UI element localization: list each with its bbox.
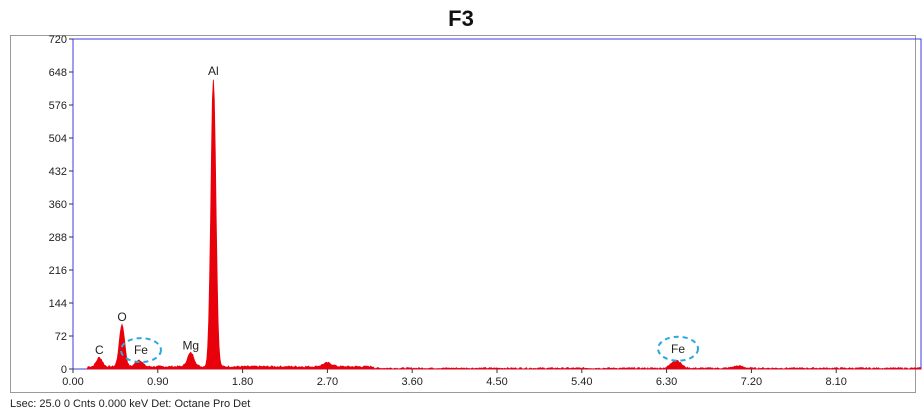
fe-highlight-circle [657, 335, 700, 362]
y-tick-label: 576 [49, 100, 67, 112]
spectrum-chart: 0 72 144 216 288 360 432 504 576 648 720 0.00 0.90 1.… [49, 34, 922, 388]
peak-label-o: O [117, 310, 126, 324]
spectrum-series [86, 79, 922, 370]
x-tick-label: 4.50 [486, 376, 507, 388]
peak-label-fe: Fe [671, 342, 685, 356]
y-tick-label: 432 [49, 166, 67, 178]
x-tick-label: 0.90 [147, 376, 168, 388]
peak-label-mg: Mg [182, 338, 199, 352]
status-line: Lsec: 25.0 0 Cnts 0.000 keV Det: Octane … [10, 398, 251, 410]
x-tick-label: 2.70 [317, 376, 338, 388]
y-tick-label: 720 [49, 34, 67, 46]
peak-label-al: Al [208, 64, 219, 78]
y-tick-label: 216 [49, 265, 67, 277]
chart-frame [10, 35, 916, 393]
y-tick-label: 504 [49, 133, 67, 145]
y-tick-label: 144 [49, 298, 67, 310]
plot-area-border [72, 38, 922, 370]
x-tick-label: 6.30 [656, 376, 677, 388]
x-tick-label: 7.20 [741, 376, 762, 388]
x-tick-label: 8.10 [825, 376, 846, 388]
chart-title: F3 [448, 6, 474, 31]
x-tick-label: 1.80 [232, 376, 253, 388]
y-tick-label: 288 [49, 232, 67, 244]
y-tick-label: 360 [49, 199, 67, 211]
fe-highlight-circle [119, 337, 162, 364]
peak-label-fe: Fe [134, 343, 148, 357]
y-tick-label: 648 [49, 67, 67, 79]
x-tick-label: 3.60 [401, 376, 422, 388]
peak-label-c: C [95, 343, 104, 357]
y-tick-label: 72 [55, 331, 67, 343]
y-tick-label: 0 [61, 364, 67, 376]
x-tick-label: 5.40 [571, 376, 592, 388]
x-tick-label: 0.00 [62, 376, 83, 388]
